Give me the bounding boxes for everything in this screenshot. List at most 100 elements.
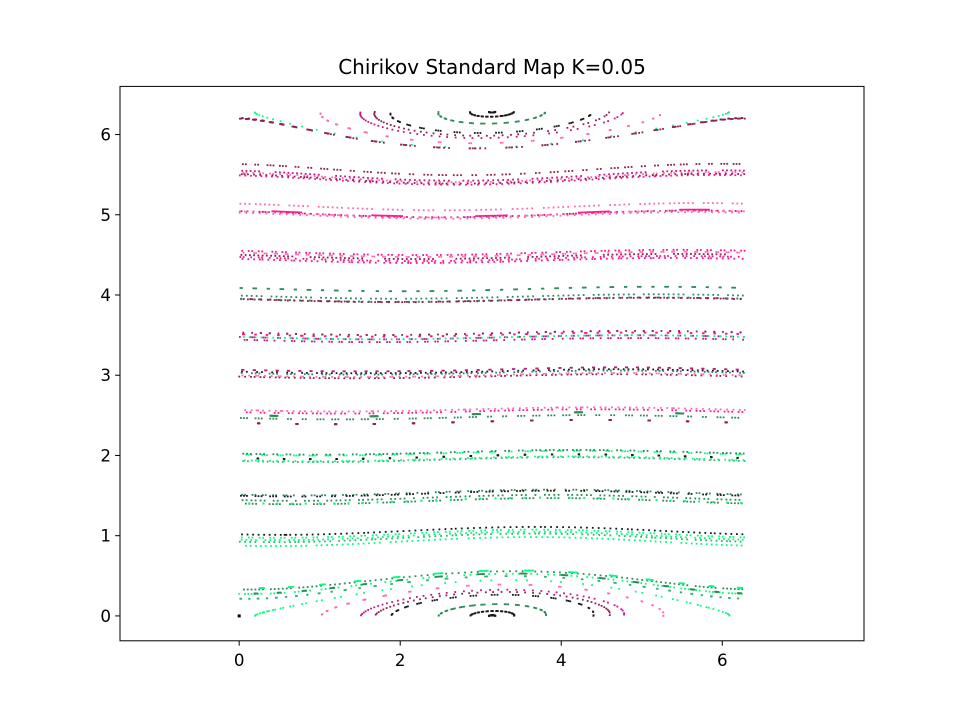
orbit-point bbox=[482, 115, 484, 118]
orbit-point bbox=[391, 376, 394, 378]
orbit-point bbox=[626, 297, 628, 299]
orbit-point bbox=[272, 336, 275, 339]
orbit-point bbox=[491, 531, 494, 534]
orbit-point bbox=[600, 577, 603, 580]
orbit-point bbox=[496, 254, 499, 257]
orbit-point bbox=[613, 414, 616, 417]
orbit-point bbox=[614, 211, 617, 214]
orbit-point bbox=[489, 374, 492, 377]
orbit-point bbox=[682, 582, 685, 585]
orbit-point bbox=[258, 298, 260, 301]
orbit-point bbox=[502, 489, 505, 492]
orbit-point bbox=[733, 502, 736, 505]
orbit-point bbox=[286, 299, 289, 302]
orbit-point bbox=[557, 450, 559, 452]
orbit-point bbox=[612, 296, 615, 299]
orbit-point bbox=[248, 336, 251, 338]
orbit-point bbox=[395, 297, 397, 300]
orbit-point bbox=[350, 255, 352, 257]
orbit-point bbox=[717, 609, 720, 612]
orbit-point bbox=[397, 493, 399, 496]
orbit-point bbox=[670, 530, 673, 533]
orbit-point bbox=[363, 418, 366, 421]
orbit-point bbox=[567, 258, 570, 261]
orbit-point bbox=[644, 495, 647, 498]
orbit-point bbox=[477, 334, 480, 337]
orbit-point bbox=[316, 461, 319, 463]
orbit-point bbox=[732, 536, 735, 538]
orbit-point bbox=[486, 257, 489, 260]
orbit-point bbox=[329, 213, 332, 216]
orbit-point bbox=[259, 411, 262, 414]
orbit-point bbox=[339, 257, 342, 259]
orbit-point bbox=[376, 341, 378, 344]
orbit-point bbox=[436, 337, 439, 340]
orbit-point bbox=[587, 533, 589, 536]
orbit-point bbox=[699, 208, 702, 211]
orbit-point bbox=[740, 501, 743, 504]
orbit-point bbox=[732, 286, 735, 289]
orbit-point bbox=[516, 490, 518, 492]
orbit-point bbox=[524, 214, 527, 217]
orbit-point bbox=[721, 370, 724, 372]
orbit-point bbox=[341, 535, 344, 538]
orbit-point bbox=[334, 495, 336, 498]
orbit-point bbox=[529, 569, 532, 572]
orbit-point bbox=[402, 377, 405, 379]
orbit-point bbox=[657, 409, 660, 411]
orbit-point bbox=[474, 253, 477, 256]
orbit-point bbox=[491, 299, 494, 302]
orbit-point bbox=[476, 296, 479, 299]
orbit-point bbox=[507, 536, 509, 539]
orbit-point bbox=[444, 577, 447, 580]
orbit-point bbox=[549, 530, 552, 533]
orbit-point bbox=[541, 251, 544, 254]
orbit-point bbox=[562, 255, 565, 257]
orbit-point bbox=[535, 607, 538, 610]
orbit-point bbox=[336, 260, 339, 263]
orbit-point bbox=[466, 261, 469, 264]
orbit-point bbox=[297, 253, 299, 256]
orbit-point bbox=[740, 375, 743, 378]
orbit-point bbox=[391, 373, 394, 376]
orbit-point bbox=[355, 453, 358, 456]
orbit-point bbox=[652, 257, 655, 259]
orbit-point bbox=[359, 410, 362, 413]
orbit-point bbox=[367, 215, 370, 218]
orbit-point bbox=[468, 495, 471, 498]
orbit-point bbox=[290, 536, 293, 539]
orbit-point bbox=[721, 202, 723, 205]
orbit-point bbox=[655, 491, 657, 494]
orbit-point bbox=[308, 375, 311, 378]
orbit-point bbox=[380, 498, 383, 501]
orbit-point bbox=[392, 576, 395, 579]
orbit-point bbox=[497, 179, 500, 182]
orbit-point bbox=[531, 338, 534, 341]
orbit-point bbox=[715, 374, 718, 377]
orbit-point bbox=[386, 412, 389, 415]
orbit-point bbox=[385, 578, 388, 580]
orbit-point bbox=[629, 255, 632, 258]
orbit-point bbox=[707, 286, 709, 289]
orbit-point bbox=[671, 372, 673, 375]
orbit-point bbox=[390, 498, 392, 500]
orbit-point bbox=[368, 215, 371, 217]
orbit-point bbox=[261, 371, 263, 374]
orbit-point bbox=[380, 301, 383, 304]
orbit-point bbox=[308, 499, 310, 502]
orbit-point bbox=[298, 299, 301, 302]
orbit-point bbox=[313, 340, 316, 343]
orbit-point bbox=[408, 338, 411, 340]
orbit-point bbox=[450, 608, 453, 611]
orbit-point bbox=[628, 490, 631, 493]
orbit-point bbox=[323, 583, 325, 586]
orbit-point bbox=[677, 337, 680, 340]
orbit-point bbox=[698, 297, 701, 299]
orbit-point bbox=[267, 610, 270, 612]
orbit-point bbox=[499, 529, 502, 531]
orbit-point bbox=[491, 451, 494, 453]
orbit-point bbox=[339, 259, 342, 261]
orbit-point bbox=[357, 261, 359, 264]
orbit-point bbox=[387, 535, 389, 538]
orbit-point bbox=[288, 369, 291, 372]
